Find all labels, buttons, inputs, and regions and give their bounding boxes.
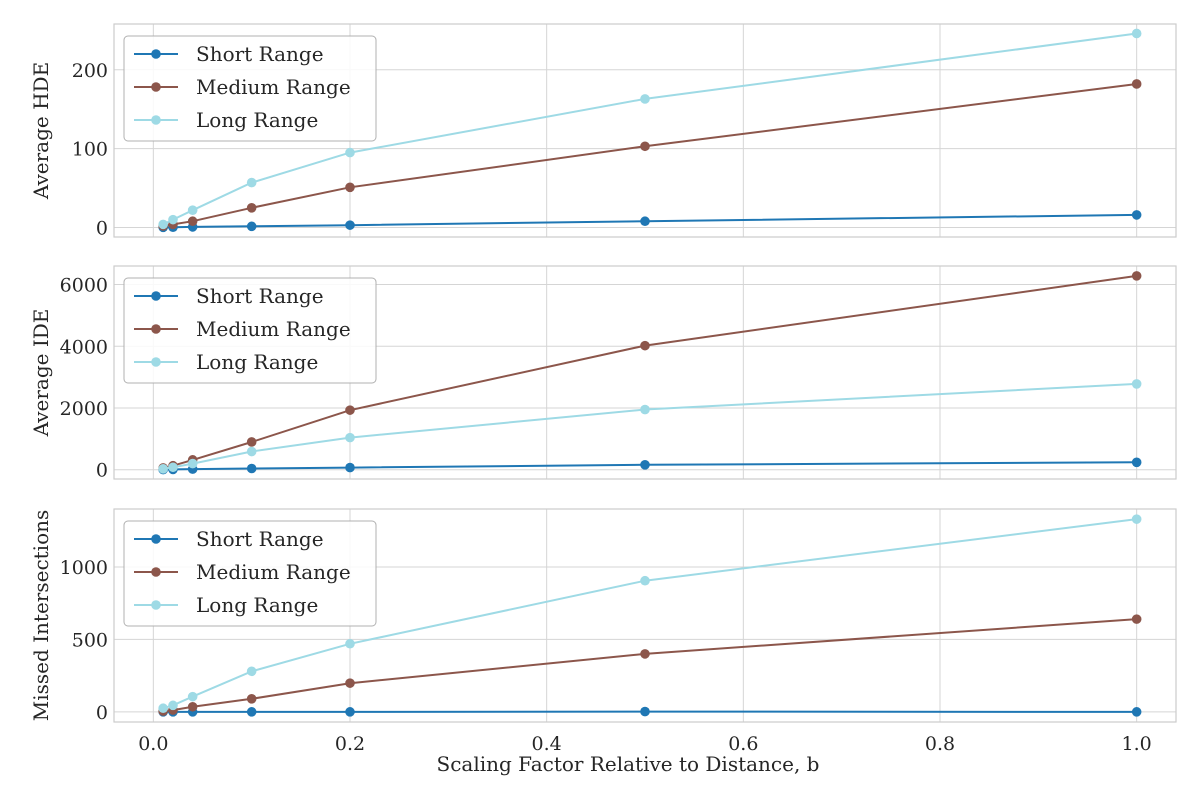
y-tick-label: 0 xyxy=(96,218,108,240)
data-point xyxy=(345,707,355,717)
y-tick-label: 200 xyxy=(72,60,108,82)
y-tick-label: 4000 xyxy=(60,336,108,358)
data-point xyxy=(188,692,198,702)
y-tick-label: 100 xyxy=(72,139,108,161)
data-point xyxy=(247,178,257,188)
data-point xyxy=(345,639,355,649)
data-point xyxy=(1132,271,1142,281)
data-point xyxy=(158,464,168,474)
data-point xyxy=(1132,210,1142,220)
data-point xyxy=(247,666,257,676)
subplot-2: 0 2000 4000 6000 Average IDE Short Range Mediu… xyxy=(29,266,1176,482)
data-point xyxy=(247,707,257,717)
y-tick-label: 6000 xyxy=(60,275,108,297)
x-tick-label: 0.8 xyxy=(925,733,955,755)
data-point xyxy=(640,405,650,415)
data-point xyxy=(158,220,168,230)
data-point xyxy=(345,678,355,688)
data-point xyxy=(188,702,198,712)
data-point xyxy=(345,148,355,158)
data-point xyxy=(345,433,355,443)
legend-label: Medium Range xyxy=(196,75,351,99)
data-point xyxy=(640,141,650,151)
data-point xyxy=(247,447,257,457)
data-point xyxy=(188,216,198,226)
y-axis-label: Average IDE xyxy=(29,309,53,438)
y-tick-label: 0 xyxy=(96,702,108,724)
legend-marker xyxy=(151,291,161,301)
data-point xyxy=(1132,514,1142,524)
legend-marker xyxy=(151,324,161,334)
legend-marker xyxy=(151,49,161,59)
legend-label: Long Range xyxy=(196,593,318,617)
data-point xyxy=(1132,458,1142,468)
y-tick-label: 0 xyxy=(96,460,108,482)
data-point xyxy=(1132,79,1142,89)
x-tick-label: 0.0 xyxy=(138,733,168,755)
legend-marker xyxy=(151,115,161,125)
y-tick-label: 1000 xyxy=(60,557,108,579)
legend: Short Range Medium Range Long Range xyxy=(124,36,376,141)
x-tick-label: 0.2 xyxy=(335,733,365,755)
data-point xyxy=(247,694,257,704)
legend-label: Short Range xyxy=(196,284,324,308)
data-point xyxy=(345,463,355,473)
data-point xyxy=(188,459,198,469)
legend-label: Long Range xyxy=(196,350,318,374)
data-point xyxy=(640,576,650,586)
legend-label: Medium Range xyxy=(196,560,351,584)
legend: Short Range Medium Range Long Range xyxy=(124,278,376,383)
x-axis-label: Scaling Factor Relative to Distance, b xyxy=(437,752,820,776)
series-line-long-range xyxy=(163,384,1136,469)
data-point xyxy=(168,701,178,711)
legend-marker xyxy=(151,567,161,577)
data-point xyxy=(345,220,355,230)
data-point xyxy=(1132,29,1142,39)
data-point xyxy=(168,215,178,225)
legend-label: Long Range xyxy=(196,108,318,132)
legend-marker xyxy=(151,600,161,610)
legend-label: Medium Range xyxy=(196,317,351,341)
data-point xyxy=(247,222,257,232)
series-line-short-range xyxy=(163,215,1136,228)
data-point xyxy=(158,703,168,713)
legend-marker xyxy=(151,357,161,367)
data-point xyxy=(1132,707,1142,717)
legend: Short Range Medium Range Long Range xyxy=(124,521,376,626)
series-line-short-range xyxy=(163,462,1136,469)
y-axis-label: Average HDE xyxy=(29,62,53,200)
legend-label: Short Range xyxy=(196,42,324,66)
data-point xyxy=(1132,614,1142,624)
data-point xyxy=(640,341,650,351)
series-line-medium-range xyxy=(163,619,1136,711)
subplot-1: 0 100 200 Average HDE Short Range Medium Rang… xyxy=(29,24,1176,240)
y-axis-label: Missed Intersections xyxy=(29,510,53,722)
y-tick-label: 500 xyxy=(72,629,108,651)
data-point xyxy=(188,205,198,215)
data-point xyxy=(168,462,178,472)
data-point xyxy=(247,203,257,213)
data-point xyxy=(640,460,650,470)
data-point xyxy=(640,216,650,226)
data-point xyxy=(345,405,355,415)
legend-marker xyxy=(151,534,161,544)
data-point xyxy=(640,707,650,717)
data-point xyxy=(247,437,257,447)
data-point xyxy=(640,94,650,104)
legend-label: Short Range xyxy=(196,527,324,551)
legend-marker xyxy=(151,82,161,92)
y-tick-label: 2000 xyxy=(60,398,108,420)
data-point xyxy=(345,183,355,193)
x-tick-label: 1.0 xyxy=(1122,733,1152,755)
data-point xyxy=(1132,379,1142,389)
data-point xyxy=(247,464,257,474)
data-point xyxy=(640,649,650,659)
